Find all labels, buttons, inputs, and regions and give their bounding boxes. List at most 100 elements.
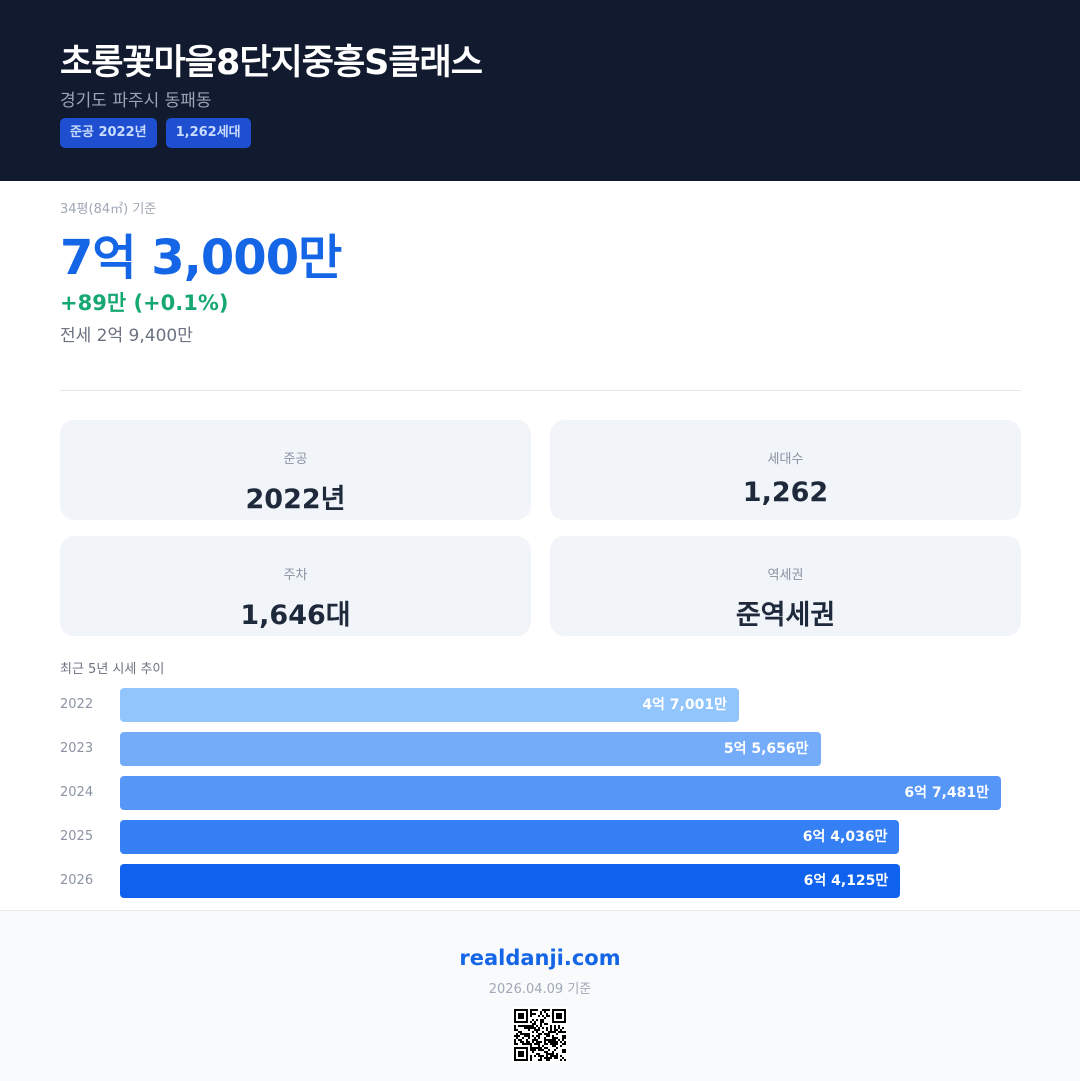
qr-module [558,1031,560,1033]
qr-module [514,1025,516,1027]
qr-module [552,1035,554,1037]
qr-module [536,1043,538,1045]
qr-module [532,1035,534,1037]
price-basis: 34평(84㎡) 기준 [60,202,157,217]
qr-module [546,1055,548,1057]
qr-module [524,1035,526,1037]
year-label: 2024 [60,785,94,800]
qr-module [544,1043,546,1045]
qr-module [546,1059,548,1061]
qr-module [554,1027,556,1029]
qr-module [540,1047,542,1049]
qr-module [556,1057,558,1059]
qr-module [538,1047,540,1049]
qr-module [536,1053,538,1055]
qr-module [532,1023,534,1025]
qr-module [556,1043,558,1045]
qr-module [550,1043,552,1045]
qr-module [558,1027,560,1029]
qr-module [534,1023,536,1025]
qr-module [532,1013,534,1015]
qr-module [536,1047,538,1049]
year-label: 2023 [60,741,94,756]
year-label: 2022 [60,697,94,712]
qr-module [536,1039,538,1041]
qr-module [538,1059,540,1061]
qr-module [532,1041,534,1043]
complex-title: 초롱꽃마을8단지중흥S클래스 [60,43,483,83]
qr-module [518,1025,520,1027]
qr-module [532,1031,534,1033]
stat-value: 1,646대 [240,600,351,631]
qr-module [564,1049,566,1051]
qr-module [538,1015,540,1017]
qr-module [522,1041,524,1043]
qr-module [542,1031,544,1033]
qr-module [542,1009,544,1011]
site-link[interactable]: realdanji.com [459,946,621,970]
bar: 6억 7,481만 [120,776,1001,810]
qr-module [562,1031,564,1033]
qr-module [540,1057,542,1059]
qr-module [518,1035,520,1037]
qr-module [524,1043,526,1045]
qr-module [546,1053,548,1055]
qr-module [530,1021,532,1023]
qr-module [520,1039,522,1041]
qr-module [550,1025,552,1027]
qr-module [544,1017,546,1019]
qr-module [538,1055,540,1057]
bar: 6억 4,125만 [120,864,901,898]
qr-module [556,1055,558,1057]
qr-module [562,1037,564,1039]
qr-module [524,1027,526,1029]
qr-module [534,1043,536,1045]
qr-module [540,1059,542,1061]
qr-module [534,1021,536,1023]
qr-module [552,1037,554,1039]
qr-module [552,1053,554,1055]
qr-module [528,1041,530,1043]
qr-module [562,1027,564,1029]
qr-module [544,1009,546,1011]
qr-module [562,1049,564,1051]
qr-module [550,1029,552,1031]
qr-module [532,1039,534,1041]
qr-module [548,1041,550,1043]
chart-title: 최근 5년 시세 추이 [60,662,165,677]
qr-module [550,1057,552,1059]
qr-module [530,1011,532,1013]
qr-module [536,1041,538,1043]
qr-module [520,1033,522,1035]
qr-module [560,1055,562,1057]
qr-module [528,1027,530,1029]
qr-module [562,1043,564,1045]
badge: 준공 2022년 [60,118,157,148]
qr-module [538,1053,540,1055]
qr-module [524,1033,526,1035]
date-basis: 2026.04.09 기준 [488,982,592,997]
qr-module [564,1051,566,1053]
qr-module [552,1051,554,1053]
qr-module [542,1045,544,1047]
qr-module [516,1029,518,1031]
qr-module [560,1041,562,1043]
qr-module [562,1057,564,1059]
qr-module [530,1045,532,1047]
qr-module [564,1041,566,1043]
qr-module [526,1027,528,1029]
qr-module [534,1009,536,1011]
qr-module [528,1029,530,1031]
qr-module [556,1029,558,1031]
qr-module [546,1033,548,1035]
qr-module [564,1037,566,1039]
qr-module [540,1049,542,1051]
qr-module [536,1031,538,1033]
stat-value: 2022년 [245,484,346,515]
qr-module [564,1043,566,1045]
qr-module [534,1047,536,1049]
qr-module [538,1037,540,1039]
qr-module [554,1041,556,1043]
qr-module [564,1059,566,1061]
qr-module [552,1043,554,1045]
